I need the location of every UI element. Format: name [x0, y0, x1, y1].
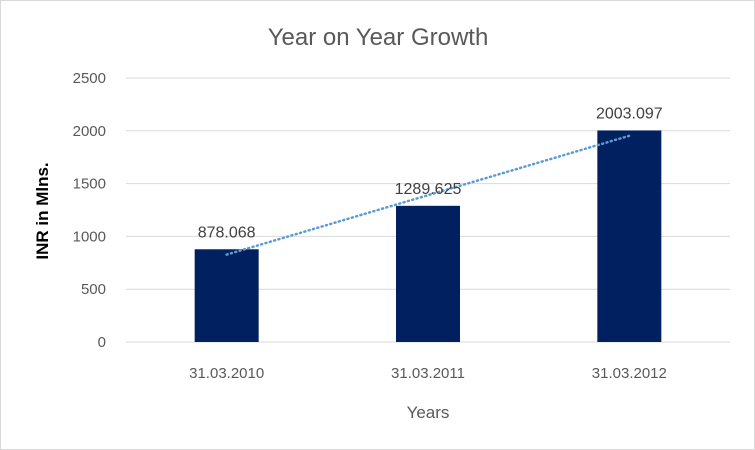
- data-label: 878.068: [198, 224, 256, 241]
- data-labels: 878.068 1289.625 2003.097: [198, 105, 663, 241]
- bars: [194, 130, 662, 342]
- trendline-group: [225, 134, 631, 256]
- data-label: 2003.097: [596, 105, 663, 122]
- x-tick-label: 31.03.2010: [189, 365, 264, 382]
- y-tick-label: 500: [81, 281, 106, 298]
- bar: [396, 205, 460, 342]
- data-label: 1289.625: [395, 181, 462, 198]
- y-axis-ticks: 0 500 1000 1500 2000 2500: [73, 70, 106, 351]
- y-tick-label: 1500: [73, 176, 106, 193]
- bar: [597, 130, 662, 342]
- y-tick-label: 2500: [73, 70, 106, 87]
- y-tick-label: 1000: [73, 228, 106, 245]
- y-tick-label: 2000: [73, 123, 106, 140]
- x-axis-label: Years: [407, 403, 450, 422]
- chart-title: Year on Year Growth: [268, 24, 489, 51]
- y-tick-label: 0: [98, 334, 106, 351]
- x-tick-label: 31.03.2011: [391, 365, 465, 382]
- x-axis-ticks: 31.03.2010 31.03.2011 31.03.2012: [189, 365, 667, 382]
- y-axis-label: INR in Mlns.: [33, 162, 52, 259]
- x-tick-label: 31.03.2012: [592, 365, 667, 382]
- bar: [194, 249, 259, 342]
- trendline: [225, 134, 631, 256]
